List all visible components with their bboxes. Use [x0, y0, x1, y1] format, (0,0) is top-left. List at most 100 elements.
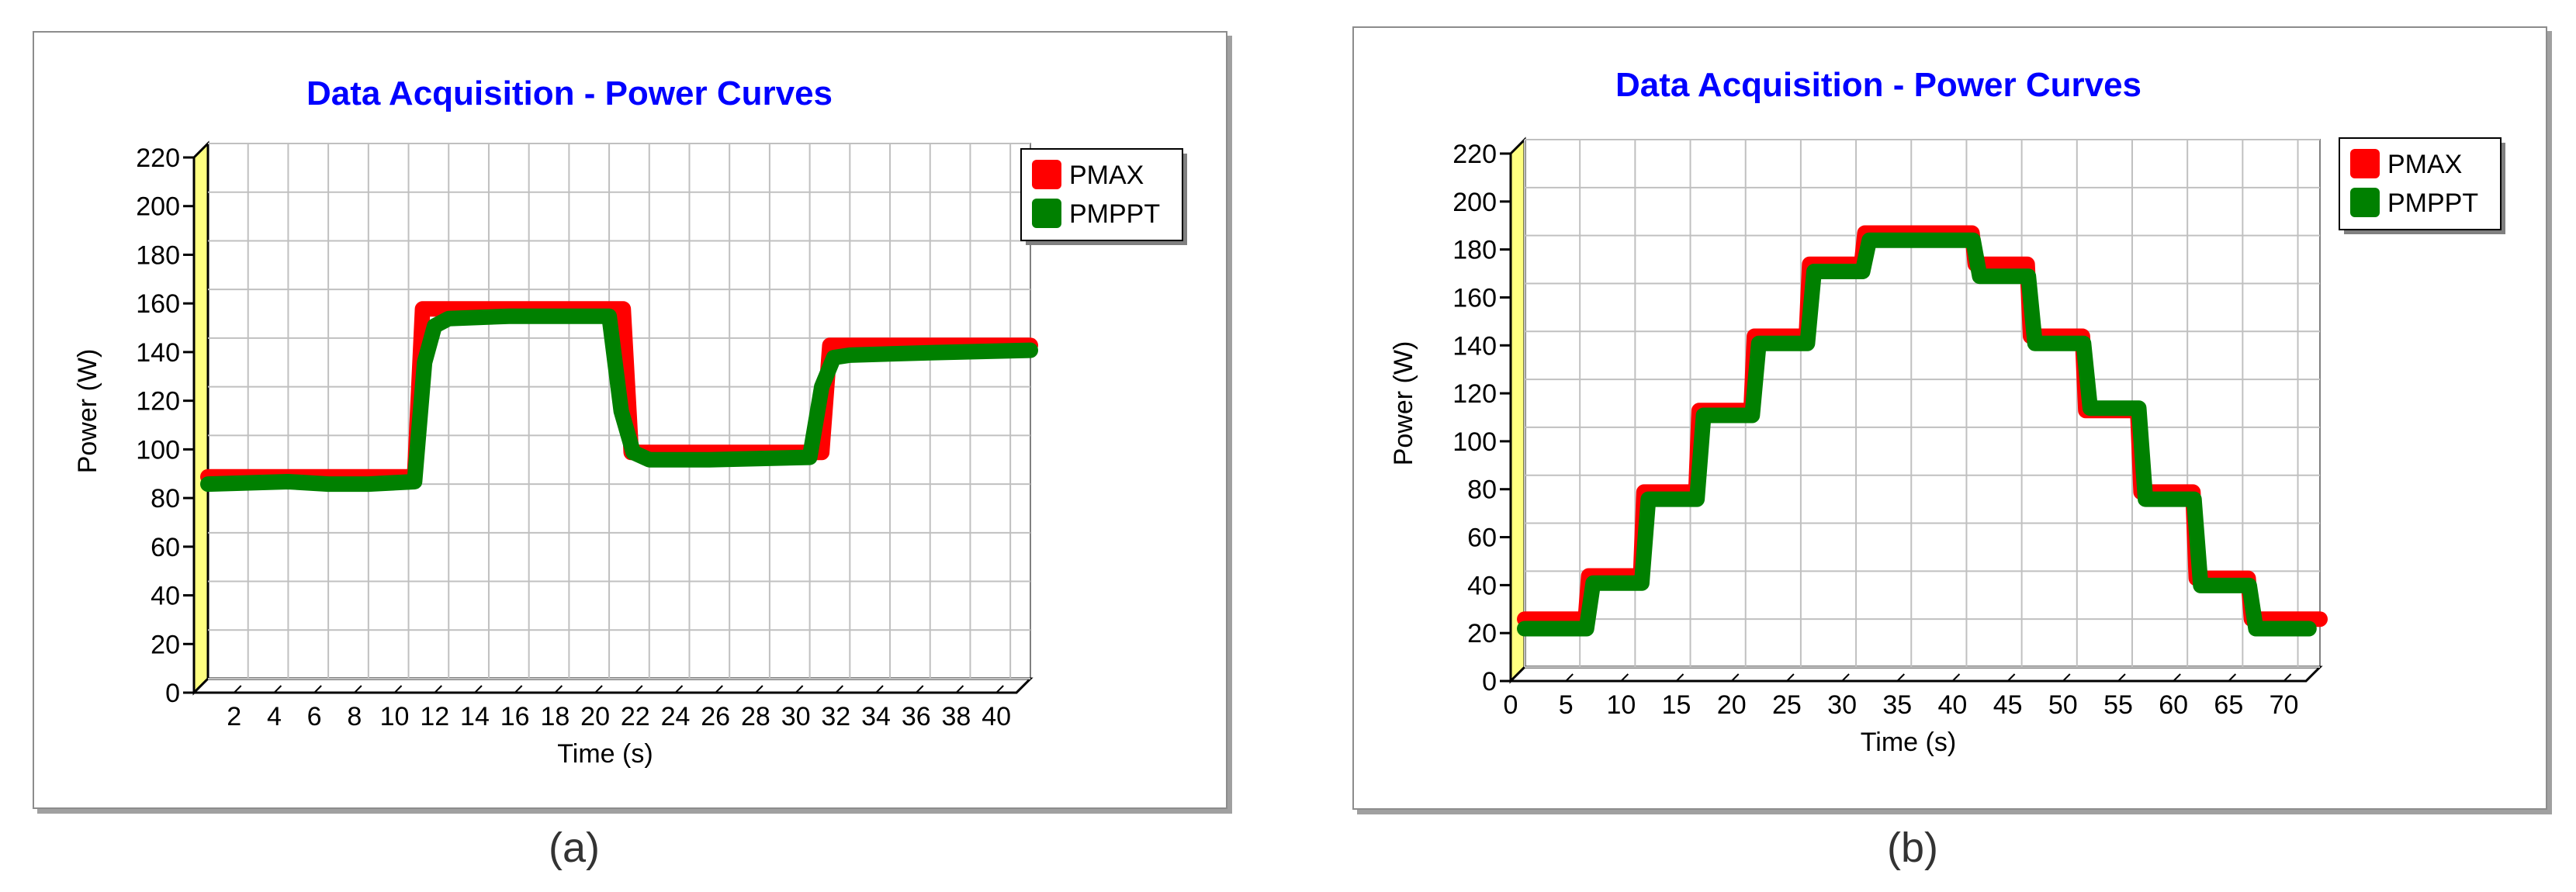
y-axis-label: Power (W) [1389, 341, 1418, 466]
x-tick [313, 685, 322, 693]
x-tick-label: 20 [1717, 690, 1747, 720]
y-tick-label: 120 [136, 387, 180, 417]
series-line-pmppt [200, 308, 1038, 493]
y-axis-label: Power (W) [73, 349, 102, 474]
y-tick-label: 200 [136, 192, 180, 222]
legend-label-pmax: PMAX [1069, 161, 1144, 190]
y-tick-label: 80 [151, 484, 180, 513]
x-tick-label: 26 [701, 702, 730, 731]
x-tick-label: 34 [861, 702, 891, 731]
x-tick [273, 685, 282, 693]
x-tick [635, 685, 643, 693]
y-tick-label: 40 [1467, 571, 1497, 600]
x-tick-label: 18 [540, 702, 570, 731]
x-tick [434, 685, 442, 693]
y-tick-label: 20 [151, 630, 180, 659]
x-tick-label: 22 [621, 702, 650, 731]
y-tick-label: 60 [151, 533, 180, 562]
chart-panel-b: 0 20 40 60 80 100 120 140 160 180 200 220 0 5 10 15 20 25… [1352, 26, 2547, 810]
chart-panel-a: 0 20 40 60 80 100 120 140 160 180 200 220 2 4 6 8 10 12 14… [33, 31, 1227, 809]
legend: PMAX PMPPT [2339, 137, 2505, 234]
x-tick-label: 10 [1606, 690, 1636, 720]
x-tick [2062, 673, 2071, 682]
left-side-wall [1509, 137, 1526, 684]
x-tick-label: 32 [821, 702, 850, 731]
y-tick-label: 100 [1452, 427, 1497, 457]
x-tick-label: 25 [1772, 690, 1802, 720]
x-tick-label: 40 [982, 702, 1011, 731]
y-tick-label: 200 [1452, 188, 1497, 217]
legend: PMAX PMPPT [1020, 148, 1187, 245]
x-tick [234, 685, 242, 693]
x-tick-label: 2 [227, 702, 241, 731]
y-tick-label: 60 [1467, 524, 1497, 553]
x-tick-label: 35 [1882, 690, 1912, 720]
legend-swatch-pmax [1032, 160, 1061, 189]
x-tick [1896, 673, 1905, 682]
x-tick [1841, 673, 1850, 682]
legend-swatch-pmppt [1032, 199, 1061, 228]
x-tick [795, 685, 804, 693]
x-tick-label: 10 [380, 702, 410, 731]
x-tick-label: 12 [420, 702, 449, 731]
floor [1508, 666, 2323, 683]
x-tick [995, 685, 1004, 693]
y-tick-label: 120 [1452, 379, 1497, 409]
x-tick [514, 685, 523, 693]
x-tick [755, 685, 763, 693]
y-tick-label: 140 [1452, 331, 1497, 361]
x-tick [1565, 673, 1574, 682]
x-tick [2228, 673, 2237, 682]
x-tick-label: 24 [661, 702, 691, 731]
x-tick-label: 30 [1827, 690, 1857, 720]
y-tick-label: 80 [1467, 475, 1497, 505]
x-tick-label: 45 [1993, 690, 2023, 720]
x-tick [916, 685, 924, 693]
x-tick [2117, 673, 2126, 682]
x-tick-label: 38 [942, 702, 971, 731]
x-tick-label: 30 [781, 702, 811, 731]
legend-swatch-pmax [2350, 149, 2380, 178]
x-tick [554, 685, 563, 693]
x-tick [835, 685, 844, 693]
x-tick [594, 685, 603, 693]
x-tick-label: 20 [580, 702, 610, 731]
y-tick-label: 180 [136, 240, 180, 270]
x-tick-label: 40 [1938, 690, 1968, 720]
x-tick [1951, 673, 1961, 682]
x-tick [1786, 673, 1795, 682]
x-tick-label: 5 [1559, 690, 1574, 720]
chart-title: Data Acquisition - Power Curves [1615, 66, 2141, 104]
x-tick-label: 16 [500, 702, 530, 731]
legend-swatch-pmppt [2350, 188, 2380, 217]
x-tick [2006, 673, 2016, 682]
y-tick-label: 40 [151, 582, 180, 611]
floor [191, 677, 1034, 694]
x-tick-label: 28 [741, 702, 770, 731]
x-tick-label: 15 [1662, 690, 1691, 720]
x-tick-label: 55 [2103, 690, 2133, 720]
x-tick [354, 685, 362, 693]
x-tick [1620, 673, 1629, 682]
x-tick-label: 65 [2214, 690, 2243, 720]
y-tick-label: 140 [136, 338, 180, 368]
y-tick-label: 220 [136, 143, 180, 173]
y-tick-label: 220 [1452, 140, 1497, 169]
x-tick-label: 70 [2270, 690, 2299, 720]
x-tick [2283, 673, 2292, 682]
x-tick-label: 50 [2048, 690, 2078, 720]
chart-b: 0 20 40 60 80 100 120 140 160 180 200 220 0 5 10 15 20 25… [1389, 66, 2505, 757]
x-tick-label: 6 [307, 702, 322, 731]
x-tick-label: 4 [267, 702, 282, 731]
x-tick [393, 685, 403, 693]
x-tick-label: 60 [2159, 690, 2188, 720]
x-tick [715, 685, 723, 693]
x-tick-label: 8 [347, 702, 362, 731]
legend-label-pmppt: PMPPT [2387, 188, 2478, 218]
chart-title: Data Acquisition - Power Curves [306, 74, 833, 112]
legend-label-pmax: PMAX [2387, 150, 2462, 179]
x-tick [2173, 673, 2181, 682]
y-tick-label: 20 [1467, 619, 1497, 648]
x-tick-label: 0 [1504, 690, 1518, 720]
